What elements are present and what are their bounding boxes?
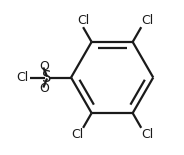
Text: Cl: Cl xyxy=(141,128,153,141)
Text: O: O xyxy=(40,60,49,73)
Text: Cl: Cl xyxy=(77,14,89,27)
Text: O: O xyxy=(40,82,49,95)
Text: Cl: Cl xyxy=(17,71,29,84)
Text: Cl: Cl xyxy=(141,14,153,27)
Text: Cl: Cl xyxy=(71,128,83,141)
Text: S: S xyxy=(42,70,52,85)
